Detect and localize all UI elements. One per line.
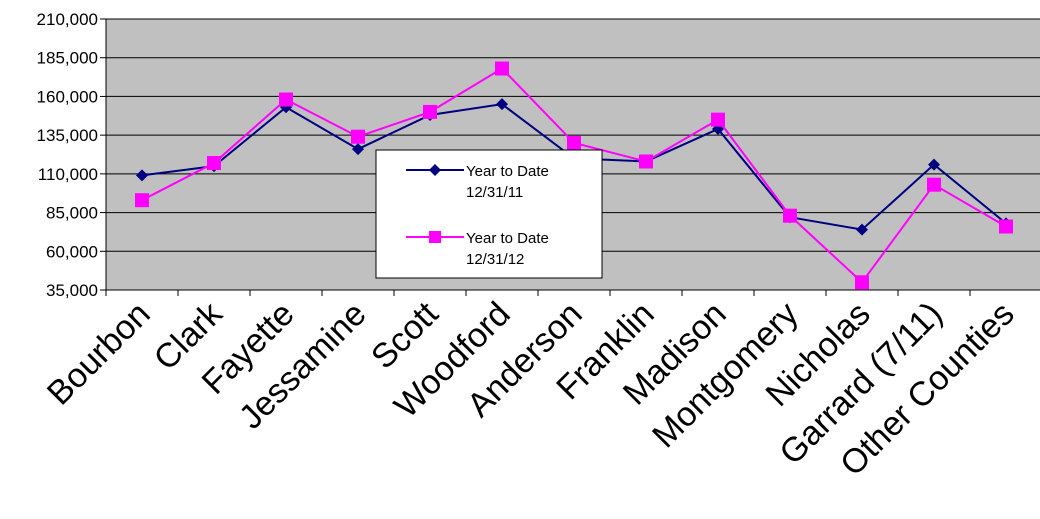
- data-point: [567, 135, 581, 150]
- data-point: [639, 154, 653, 169]
- legend-label-2011-line1: Year to Date: [466, 163, 549, 180]
- legend-label-2011-line2: 12/31/11: [466, 184, 523, 201]
- legend-marker-2012: [429, 231, 441, 243]
- legend-label-2012-line1: Year to Date: [466, 230, 549, 247]
- data-point: [207, 156, 221, 171]
- x-category-label: Bourbon: [40, 295, 158, 413]
- data-point: [495, 61, 509, 76]
- data-point: [279, 92, 293, 107]
- y-tick-label: 60,000: [46, 242, 98, 261]
- data-point: [351, 129, 365, 144]
- data-point: [712, 122, 724, 135]
- data-point: [352, 143, 364, 156]
- data-point: [496, 98, 508, 111]
- y-tick-label: 85,000: [46, 204, 98, 223]
- data-point: [136, 169, 148, 182]
- data-point: [711, 112, 725, 127]
- data-point: [423, 104, 437, 119]
- y-tick-label: 135,000: [37, 126, 98, 145]
- data-point: [927, 177, 941, 192]
- data-point: [928, 158, 940, 171]
- y-tick-label: 110,000: [38, 165, 98, 184]
- y-tick-label: 35,000: [46, 281, 98, 300]
- data-point: [135, 193, 149, 208]
- y-tick-label: 210,000: [37, 10, 98, 29]
- y-tick-label: 160,000: [37, 87, 98, 106]
- series-2012: [135, 61, 1013, 290]
- data-point: [855, 275, 869, 290]
- data-point: [999, 219, 1013, 234]
- legend-box: [375, 149, 603, 279]
- legend-label-2012-line2: 12/31/12: [466, 251, 524, 268]
- data-point: [783, 208, 797, 223]
- y-tick-label: 185,000: [37, 49, 98, 68]
- legend: Year to Date 12/31/11 Year to Date 12/31…: [375, 149, 603, 279]
- legend-marker-2011: [429, 164, 441, 176]
- data-point: [856, 223, 868, 236]
